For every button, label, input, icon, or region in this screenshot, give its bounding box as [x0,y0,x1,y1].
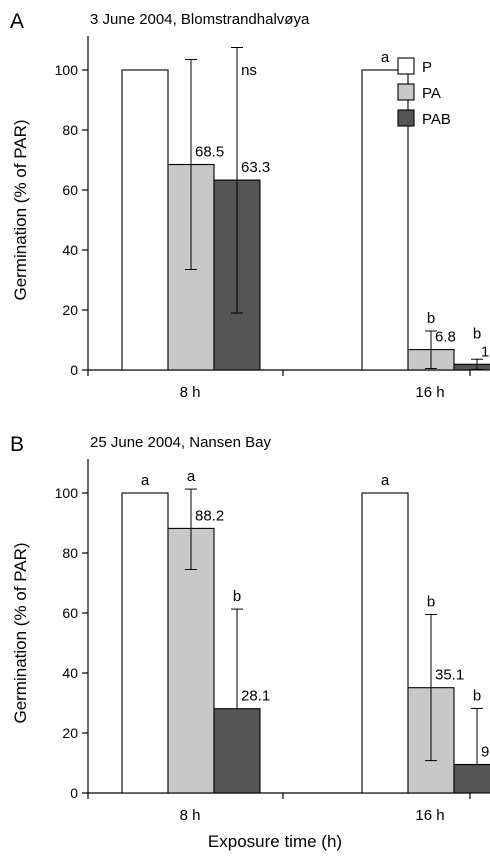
significance-letter: a [141,472,150,489]
significance-letter: a [187,468,196,485]
y-tick-label: 80 [62,122,78,138]
value-label: 88.2 [195,507,224,524]
y-tick-label: 100 [55,485,79,501]
x-axis-title: Exposure time (h) [208,832,342,851]
panel-b: B 25 June 2004, Nansen Bay Germination (% … [10,433,490,824]
panel-subtitle: 25 June 2004, Nansen Bay [90,434,271,451]
category-label: 8 h [180,807,201,824]
significance-letter: b [233,588,241,605]
value-label: 1.9 [481,343,490,360]
value-label: 28.1 [241,688,270,705]
bar-p [121,69,169,371]
category-label: 16 h [415,384,444,401]
bar-p [121,492,169,794]
significance-letter: a [381,472,390,489]
panel-a: A 3 June 2004, Blomstrandhalvøya Germinati… [10,10,490,401]
significance-letter: ns [241,62,257,79]
y-axis-title: Germination (% of PAR) [11,542,30,723]
value-label: 35.1 [435,667,464,684]
y-tick-label: 60 [62,182,78,198]
category-label: 16 h [415,807,444,824]
significance-letter: b [427,310,435,327]
legend-swatch-pab [397,109,415,127]
significance-letter: b [473,687,481,704]
panel-subtitle: 3 June 2004, Blomstrandhalvøya [90,11,310,28]
y-tick-label: 0 [70,362,78,378]
bar-p [361,69,409,371]
panel-letter: B [10,433,24,456]
y-tick-label: 60 [62,605,78,621]
y-axis-title: Germination (% of PAR) [11,119,30,300]
panel-letter: A [10,10,24,33]
value-label: 63.3 [241,159,270,176]
legend-label: P [422,59,432,76]
legend-label: PA [422,85,441,102]
category-label: 8 h [180,384,201,401]
y-tick-label: 40 [62,665,78,681]
value-label: 68.5 [195,144,224,161]
value-label: 9.5 [481,744,490,761]
bar-pa [167,527,215,794]
y-tick-label: 20 [62,302,78,318]
y-tick-label: 20 [62,725,78,741]
significance-letter: a [381,49,390,66]
value-label: 6.8 [435,329,456,346]
legend-swatch-p [397,57,415,75]
y-tick-label: 100 [55,62,79,78]
legend-label: PAB [422,111,451,128]
significance-letter: b [427,594,435,611]
y-tick-label: 40 [62,242,78,258]
significance-letter: b [473,325,481,342]
y-tick-label: 80 [62,545,78,561]
bar-p [361,492,409,794]
bar-pab [213,708,261,794]
y-tick-label: 0 [70,785,78,801]
bar-pab [453,763,490,794]
legend-swatch-pa [397,83,415,101]
